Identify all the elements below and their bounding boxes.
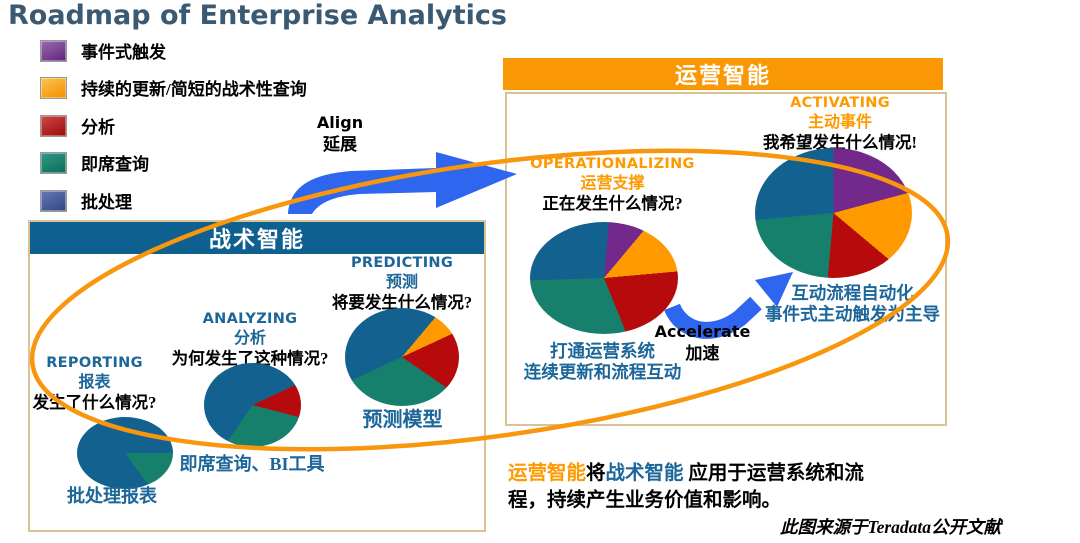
reporting-caption: 批处理报表 bbox=[67, 486, 157, 506]
predicting-caption: 预测模型 bbox=[362, 409, 443, 431]
legend-label: 即席查询 bbox=[81, 155, 149, 174]
tactical-panel-header: 战术智能 bbox=[30, 222, 484, 254]
legend-label: 持续的更新/简短的战术性查询 bbox=[81, 80, 307, 99]
legend-item-adhoc-query: 即席查询 bbox=[40, 150, 149, 175]
stage-reporting-en: REPORTING bbox=[46, 355, 143, 371]
reporting-pie-chart bbox=[77, 417, 173, 489]
operationalizing-pie-chart bbox=[530, 222, 678, 334]
activating-caption: 互动流程自动化 事件式主动触发为主导 bbox=[750, 283, 955, 325]
align-label-zh: 延展 bbox=[323, 134, 357, 154]
legend-swatch-teal bbox=[40, 151, 67, 174]
stage-analyzing-zh: 分析 bbox=[233, 329, 266, 347]
stage-analyzing-en: ANALYZING bbox=[202, 311, 298, 327]
stage-activating-en: ACTIVATING bbox=[790, 95, 890, 111]
align-arrow-label: Align 延展 bbox=[300, 113, 380, 156]
activating-caption-line2: 事件式主动触发为主导 bbox=[765, 304, 940, 324]
legend-item-batch: 批处理 bbox=[40, 188, 132, 213]
operational-panel-header: 运营智能 bbox=[503, 58, 943, 90]
analyzing-pie-chart bbox=[204, 363, 301, 447]
footer-seg-operational: 运营智能 bbox=[508, 463, 587, 484]
stage-reporting-question: 发生了什么情况? bbox=[32, 393, 157, 413]
footer-seg-tactical: 战术智能 bbox=[605, 463, 684, 484]
stage-operationalizing-zh: 运营支撑 bbox=[580, 174, 645, 192]
stage-analyzing: ANALYZING 分析 为何发生了这种情况? bbox=[170, 311, 330, 369]
source-attribution: 此图来源于Teradata公开文献 bbox=[780, 517, 1002, 537]
legend-swatch-purple bbox=[40, 39, 67, 62]
stage-activating: ACTIVATING 主动事件 我希望发生什么情况! bbox=[745, 95, 935, 153]
stage-reporting-zh: 报表 bbox=[78, 373, 111, 391]
stage-activating-question: 我希望发生什么情况! bbox=[763, 133, 917, 153]
legend-item-analysis: 分析 bbox=[40, 113, 115, 138]
accelerate-label-en: Accelerate bbox=[654, 322, 751, 341]
legend-label: 事件式触发 bbox=[81, 43, 166, 62]
stage-predicting: PREDICTING 预测 将要发生什么情况? bbox=[327, 255, 477, 313]
stage-predicting-zh: 预测 bbox=[385, 273, 418, 291]
legend-item-event-trigger: 事件式触发 bbox=[40, 38, 166, 63]
stage-activating-zh: 主动事件 bbox=[807, 113, 872, 131]
footer-line2: 程，持续产生业务价值和影响。 bbox=[508, 490, 782, 511]
legend-item-continuous-update: 持续的更新/简短的战术性查询 bbox=[40, 75, 307, 100]
footer-seg-jiang: 将 bbox=[586, 463, 606, 484]
stage-operationalizing: OPERATIONALIZING 运营支撑 正在发生什么情况? bbox=[515, 156, 710, 214]
legend-label: 批处理 bbox=[81, 193, 132, 212]
align-arrow bbox=[288, 152, 517, 214]
footer-seg-rest: 应用于运营系统和流 bbox=[683, 463, 864, 484]
analyzing-caption: 即席查询、BI工具 bbox=[179, 454, 325, 474]
stage-operationalizing-en: OPERATIONALIZING bbox=[530, 156, 695, 172]
legend-swatch-red bbox=[40, 114, 67, 137]
legend-swatch-navy bbox=[40, 189, 67, 212]
align-label-en: Align bbox=[316, 113, 364, 132]
activating-caption-line1: 互动流程自动化 bbox=[791, 283, 914, 303]
accelerate-label-zh: 加速 bbox=[685, 343, 720, 363]
stage-predicting-en: PREDICTING bbox=[350, 255, 454, 271]
stage-reporting: REPORTING 报表 发生了什么情况? bbox=[22, 355, 167, 413]
activating-pie-chart bbox=[755, 148, 912, 278]
predicting-pie-chart bbox=[345, 308, 459, 406]
legend-swatch-orange bbox=[40, 76, 67, 99]
accelerate-arrow-label: Accelerate 加速 bbox=[645, 322, 760, 365]
legend-label: 分析 bbox=[81, 118, 115, 137]
operationalizing-caption-line2: 连续更新和流程互动 bbox=[523, 362, 682, 382]
footer-summary: 运营智能将战术智能 应用于运营系统和流 程，持续产生业务价值和影响。 bbox=[508, 460, 908, 514]
stage-operationalizing-question: 正在发生什么情况? bbox=[542, 194, 683, 214]
page-title: Roadmap of Enterprise Analytics bbox=[8, 0, 507, 31]
